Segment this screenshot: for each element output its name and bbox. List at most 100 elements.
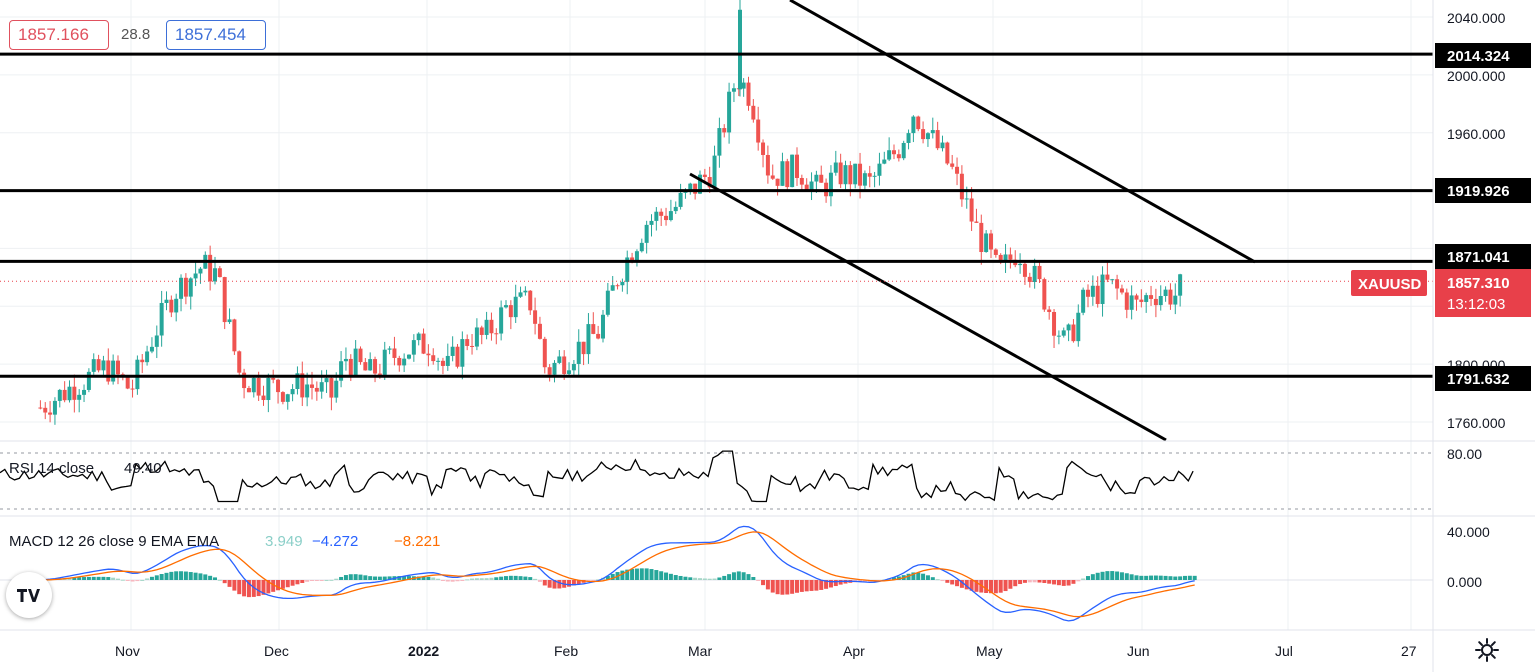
macd-histogram-bar <box>193 572 198 580</box>
candle-body <box>276 379 281 393</box>
macd-histogram-bar <box>96 576 101 580</box>
macd-histogram-bar <box>91 576 96 580</box>
candle-body <box>1100 274 1105 305</box>
macd-histogram-bar <box>775 580 780 595</box>
candle-body <box>1178 274 1183 296</box>
macd-histogram-bar <box>790 580 795 594</box>
bid-price: 1857.166 <box>18 25 89 44</box>
candle-body <box>339 361 344 381</box>
macd-histogram-bar <box>731 572 736 580</box>
macd-histogram-bar <box>751 576 756 580</box>
candle-body <box>411 340 416 355</box>
macd-histogram-bar <box>237 580 242 595</box>
candle-body <box>145 351 150 363</box>
macd-histogram-bar <box>1105 571 1110 580</box>
macd-histogram-bar <box>1134 575 1139 580</box>
candle-body <box>1018 263 1023 266</box>
macd-line-value: −4.272 <box>312 533 358 550</box>
macd-histogram-bar <box>1110 571 1115 580</box>
macd-histogram-bar <box>697 578 702 580</box>
macd-histogram-bar <box>814 580 819 591</box>
macd-histogram-bar <box>416 576 421 580</box>
candle-body <box>38 407 43 409</box>
macd-histogram-bar <box>290 580 295 586</box>
macd-histogram-bar <box>634 568 639 580</box>
candle-body <box>1105 274 1110 280</box>
macd-histogram-bar <box>809 580 814 591</box>
macd-histogram-bar <box>785 580 790 595</box>
candle-body <box>1168 289 1173 305</box>
candle-body <box>552 362 557 375</box>
bid-price-button[interactable]: 1857.166 <box>9 20 109 50</box>
candle-body <box>246 388 251 393</box>
macd-histogram-bar <box>465 579 470 581</box>
macd-histogram-bar <box>426 576 431 580</box>
macd-histogram-bar <box>542 580 547 586</box>
macd-histogram-bar <box>1027 580 1032 583</box>
macd-histogram-bar <box>135 580 140 582</box>
macd-histogram-bar <box>479 578 484 580</box>
macd-histogram-bar <box>120 579 125 581</box>
candle-body <box>756 119 761 143</box>
macd-histogram-bar <box>373 576 378 580</box>
candle-body <box>738 9 742 90</box>
candle-body <box>1119 288 1124 293</box>
candle-body <box>678 192 683 207</box>
candle-body <box>746 82 751 106</box>
macd-histogram-bar <box>678 575 683 580</box>
candle-body <box>974 221 979 223</box>
candle-body <box>688 183 693 190</box>
candle-body <box>217 268 222 278</box>
gear-icon[interactable] <box>1473 636 1501 664</box>
candle-body <box>751 105 756 120</box>
candle-body <box>969 198 974 222</box>
macd-label[interactable]: MACD 12 26 close 9 EMA EMA <box>9 533 219 550</box>
macd-histogram-bar <box>756 580 761 581</box>
candle-body <box>169 299 174 313</box>
candle-body <box>804 184 809 191</box>
rsi-label[interactable]: RSI 14 close <box>9 460 94 477</box>
macd-histogram-bar <box>1022 580 1027 583</box>
macd-histogram-bar <box>921 573 926 580</box>
candle-body <box>256 377 261 396</box>
candle-body <box>382 349 387 375</box>
time-label-mar: Mar <box>688 643 712 659</box>
candle-body <box>377 373 382 375</box>
macd-histogram-bar <box>930 577 935 580</box>
macd-histogram-bar <box>1158 575 1163 580</box>
macd-histogram-bar <box>329 579 334 581</box>
macd-histogram-bar <box>300 580 305 583</box>
macd-histogram-bar <box>1013 580 1018 587</box>
candle-body <box>271 377 276 380</box>
candle-body <box>513 296 518 318</box>
macd-histogram-bar <box>353 574 358 580</box>
candle-body <box>707 177 712 188</box>
countdown: 13:12:03 <box>1447 296 1505 313</box>
candle-body <box>82 389 87 395</box>
candle-body <box>882 159 887 164</box>
macd-histogram-bar <box>1061 580 1066 586</box>
macd-histogram-bar <box>149 576 154 580</box>
macd-histogram-bar <box>513 575 518 580</box>
macd-histogram-bar <box>940 580 945 582</box>
ask-price: 1857.454 <box>175 25 246 44</box>
macd-histogram-bar <box>1173 576 1178 580</box>
candle-body <box>222 277 227 323</box>
tradingview-logo-icon[interactable] <box>6 572 52 618</box>
price-tick-1960: 1960.000 <box>1447 126 1506 142</box>
macd-histogram-bar <box>145 578 150 580</box>
horizontal-levels <box>0 52 1433 378</box>
candle-body <box>48 412 53 415</box>
ask-price-button[interactable]: 1857.454 <box>166 20 266 50</box>
candle-body <box>654 211 659 221</box>
candle-body <box>780 161 785 186</box>
macd-histogram-bar <box>1119 572 1124 580</box>
macd-histogram-bar <box>436 578 441 580</box>
macd-histogram-bar <box>232 580 237 591</box>
candle-body <box>368 359 373 371</box>
candle-body <box>140 359 145 363</box>
macd-histogram-bar <box>455 580 460 582</box>
macd-histogram-bar <box>664 572 669 580</box>
macd-histogram-bar <box>1066 580 1071 586</box>
